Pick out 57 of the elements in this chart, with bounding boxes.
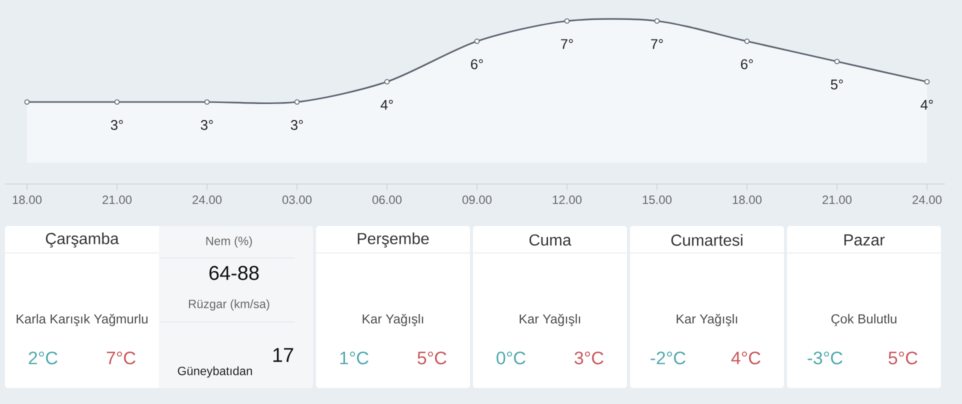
text: -2°C xyxy=(650,352,686,364)
x-tick-label: 21.00 xyxy=(102,196,132,204)
text: 5°C xyxy=(418,352,446,364)
text: 3°C xyxy=(574,352,604,364)
text: 17 xyxy=(273,348,294,362)
x-tick-label: 18.00 xyxy=(12,196,42,204)
text: -3°C xyxy=(808,352,842,364)
point xyxy=(924,79,930,84)
data-label: 3° xyxy=(110,120,123,130)
data-label: 7° xyxy=(561,39,573,49)
data-label: 4° xyxy=(380,100,393,110)
text: Pazar xyxy=(844,234,885,246)
x-tick-label: 03.00 xyxy=(282,196,312,204)
text: 5°C xyxy=(888,352,918,364)
point xyxy=(564,18,570,24)
point xyxy=(744,38,750,44)
text: Kar Yağışlı xyxy=(520,314,580,326)
text: Cuma xyxy=(529,234,572,246)
point xyxy=(474,38,480,44)
point xyxy=(114,99,120,105)
text: Kar Yağışlı xyxy=(362,314,424,326)
data-label: 4° xyxy=(920,100,933,110)
data-label: 6° xyxy=(741,59,753,70)
data-label: 7° xyxy=(651,39,663,49)
data-label: 3° xyxy=(290,120,303,130)
x-tick-label: 09.00 xyxy=(462,196,492,204)
point xyxy=(384,79,390,84)
text: Karla Karışık Yağmurlu xyxy=(16,314,148,326)
text: Çok Bulutlu xyxy=(831,314,896,326)
text: 64-88 xyxy=(209,266,259,280)
x-tick-label: 24.00 xyxy=(912,196,942,204)
x-tick-label: 06.00 xyxy=(372,196,402,204)
text: Güneybatıdan xyxy=(178,366,252,378)
text: Kar Yağışlı xyxy=(676,314,738,326)
x-tick-label: 15.00 xyxy=(642,196,672,204)
text: Cumartesi xyxy=(671,234,742,246)
text: Perşembe xyxy=(358,232,429,248)
text: Nem (%) xyxy=(206,236,252,248)
data-label: 5° xyxy=(830,80,843,90)
text: 7°C xyxy=(106,352,136,364)
point xyxy=(654,18,660,24)
x-tick-label: 12.00 xyxy=(552,196,582,204)
data-label: 6° xyxy=(471,59,483,70)
text: Çarşamba xyxy=(46,232,119,248)
text: 1°C xyxy=(340,352,368,364)
point xyxy=(294,99,300,105)
x-tick-label: 24.00 xyxy=(192,196,222,204)
text: Rüzgar (km/sa) xyxy=(188,299,270,311)
text: 2°C xyxy=(28,352,58,364)
text: 0°C xyxy=(496,352,526,364)
x-tick-label: 18.00 xyxy=(732,196,762,204)
point xyxy=(24,99,30,105)
data-label: 3° xyxy=(200,120,213,130)
x-tick-label: 21.00 xyxy=(822,196,852,204)
text: 4°C xyxy=(731,352,760,364)
point xyxy=(834,58,840,64)
point xyxy=(204,99,210,105)
